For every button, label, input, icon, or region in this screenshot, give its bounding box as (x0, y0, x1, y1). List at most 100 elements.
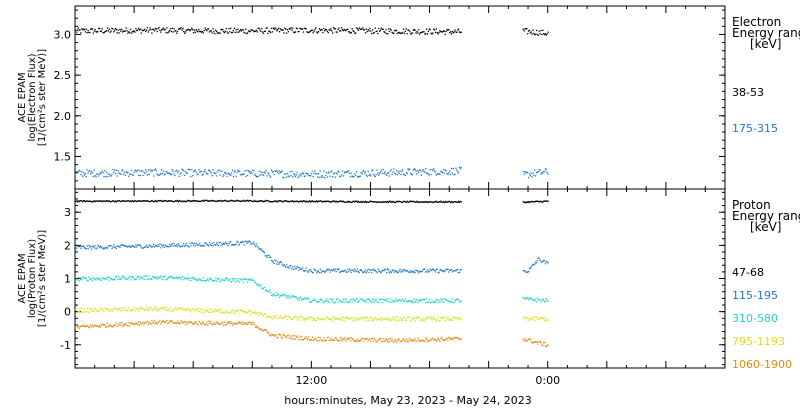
data-point (349, 176, 352, 178)
data-point (155, 309, 157, 311)
data-point (181, 29, 183, 31)
data-point (539, 316, 541, 319)
data-point (377, 318, 379, 321)
data-point (160, 307, 162, 309)
data-point (275, 294, 277, 297)
data-point (303, 200, 305, 202)
data-point (296, 317, 298, 319)
data-point (226, 242, 228, 244)
data-point (271, 31, 274, 33)
data-point (427, 340, 430, 342)
data-point (530, 297, 532, 299)
data-point (207, 311, 210, 313)
data-point (305, 267, 307, 269)
data-point (273, 335, 275, 337)
data-point (525, 202, 527, 204)
data-point (454, 269, 456, 272)
data-point (444, 338, 446, 341)
data-point (240, 200, 243, 202)
data-point (280, 261, 282, 263)
data-point (158, 200, 160, 202)
data-point (363, 270, 366, 273)
data-point (127, 310, 129, 312)
data-point (418, 271, 421, 273)
data-point (306, 337, 308, 340)
data-point (171, 27, 173, 30)
data-point (118, 172, 120, 174)
data-point (391, 319, 393, 321)
data-point (84, 173, 87, 175)
data-point (272, 334, 274, 336)
data-point (90, 248, 93, 250)
data-point (311, 29, 313, 31)
data-point (270, 169, 273, 171)
data-point (388, 317, 391, 320)
data-point (285, 176, 288, 178)
data-point (160, 169, 163, 171)
data-point (288, 337, 290, 339)
data-point (145, 200, 148, 202)
data-point (293, 338, 295, 340)
data-point (379, 30, 381, 32)
data-point (120, 324, 122, 326)
data-point (393, 32, 395, 35)
data-point (264, 328, 266, 331)
data-point (130, 169, 133, 171)
data-point (421, 318, 423, 320)
data-point (95, 30, 97, 33)
data-point (304, 27, 306, 30)
data-point (243, 277, 245, 280)
data-point (184, 277, 187, 279)
data-point (527, 299, 530, 301)
data-point (399, 170, 401, 172)
data-point (360, 171, 362, 174)
data-point (158, 320, 160, 323)
data-point (430, 269, 432, 272)
data-point (437, 316, 439, 318)
data-point (204, 199, 206, 202)
data-point (198, 244, 200, 246)
data-point (369, 200, 371, 202)
data-point (162, 244, 165, 246)
data-point (457, 172, 460, 174)
data-point (370, 200, 372, 202)
data-point (290, 335, 292, 337)
data-point (433, 28, 435, 30)
data-point (524, 28, 526, 30)
data-point (131, 323, 134, 325)
data-point (258, 170, 260, 173)
data-point (541, 172, 543, 174)
data-point (457, 28, 460, 30)
data-point (142, 278, 144, 280)
data-point (174, 308, 176, 311)
data-point (136, 308, 138, 310)
data-point (134, 322, 136, 325)
data-point (79, 308, 81, 310)
data-point (546, 33, 548, 35)
data-point (254, 30, 257, 32)
data-point (303, 27, 305, 30)
data-point (385, 338, 387, 340)
data-point (375, 173, 377, 176)
data-point (124, 278, 126, 280)
data-point (132, 245, 134, 247)
data-point (137, 200, 139, 202)
data-point (112, 326, 114, 328)
data-point (98, 278, 100, 280)
data-point (224, 324, 227, 326)
data-point (144, 246, 146, 248)
data-point (118, 200, 120, 202)
data-point (124, 30, 126, 32)
data-point (174, 321, 176, 324)
data-point (331, 201, 333, 203)
data-point (543, 200, 545, 202)
data-point (154, 306, 157, 308)
data-point (158, 308, 160, 311)
data-point (270, 335, 272, 337)
data-point (273, 262, 275, 265)
data-point (441, 269, 443, 272)
data-point (540, 342, 542, 344)
data-point (453, 270, 455, 272)
data-point (285, 297, 288, 299)
data-point (187, 321, 189, 323)
